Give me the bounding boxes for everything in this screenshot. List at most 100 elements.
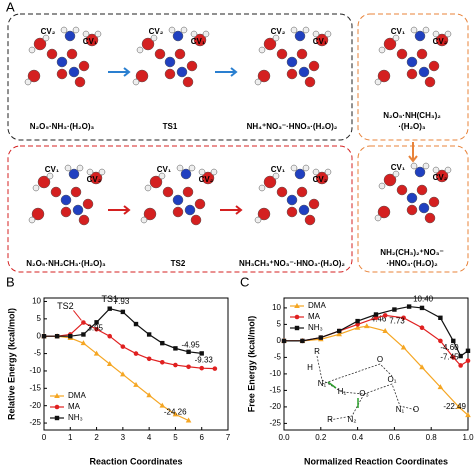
legend-label: NH₃ bbox=[308, 323, 323, 332]
y-tick-label: -15 bbox=[269, 386, 281, 395]
atom bbox=[263, 175, 277, 189]
atom bbox=[435, 33, 449, 47]
marker bbox=[300, 338, 305, 344]
atom bbox=[378, 46, 386, 54]
marker bbox=[159, 402, 166, 408]
marker bbox=[364, 323, 370, 329]
box-ma bbox=[7, 145, 353, 273]
atom bbox=[149, 175, 163, 189]
marker bbox=[419, 325, 425, 331]
atom bbox=[168, 26, 176, 34]
molecule bbox=[374, 26, 452, 88]
marker bbox=[133, 381, 139, 387]
atom bbox=[64, 164, 72, 172]
marker bbox=[406, 304, 412, 309]
marker bbox=[281, 338, 287, 344]
atom bbox=[377, 205, 391, 219]
marker bbox=[80, 340, 87, 346]
marker bbox=[354, 324, 361, 330]
atom bbox=[194, 198, 206, 210]
series-line bbox=[284, 325, 469, 416]
y-tick-label: 10 bbox=[32, 297, 41, 306]
marker bbox=[146, 356, 152, 362]
atom bbox=[416, 184, 428, 196]
atom bbox=[190, 30, 198, 38]
x-tick-label: 0.8 bbox=[426, 433, 438, 442]
peak-label: TS1 bbox=[101, 294, 118, 304]
structure-label: TS1 bbox=[163, 122, 178, 131]
atom bbox=[132, 78, 140, 86]
marker bbox=[185, 417, 192, 423]
atom bbox=[308, 198, 320, 210]
y-tick-label: 10 bbox=[272, 303, 281, 312]
marker bbox=[186, 364, 191, 370]
value-label: -4.95 bbox=[181, 341, 200, 350]
legend-label: MA bbox=[68, 402, 81, 411]
value-label: 10.40 bbox=[413, 295, 434, 304]
atom bbox=[37, 175, 51, 189]
atom bbox=[298, 66, 310, 78]
marker bbox=[107, 333, 113, 339]
inset-label: N₂ bbox=[348, 415, 357, 424]
structure-label: ·(H₂O)₃ bbox=[398, 122, 426, 131]
atom bbox=[324, 30, 332, 38]
marker bbox=[133, 321, 139, 327]
inset-label: O₁ bbox=[388, 375, 397, 384]
x-tick-label: 6 bbox=[199, 433, 204, 442]
box-nh3 bbox=[7, 13, 353, 141]
atom bbox=[172, 194, 184, 206]
atom bbox=[414, 30, 426, 42]
atom bbox=[294, 30, 306, 42]
atom bbox=[428, 60, 440, 72]
atom bbox=[416, 48, 428, 60]
marker bbox=[419, 305, 425, 311]
y-tick-label: -20 bbox=[29, 401, 41, 410]
legend-label: MA bbox=[308, 312, 321, 321]
marker bbox=[54, 404, 60, 410]
atom bbox=[410, 162, 418, 170]
value-label: -24.26 bbox=[164, 408, 187, 417]
atom bbox=[72, 204, 84, 216]
atom bbox=[418, 202, 430, 214]
atom bbox=[68, 66, 80, 78]
y-tick-label: -5 bbox=[34, 349, 42, 358]
atom bbox=[286, 68, 298, 80]
box-dma bbox=[357, 13, 469, 141]
atom bbox=[286, 206, 298, 218]
atom bbox=[294, 168, 306, 180]
atom bbox=[70, 186, 82, 198]
marker bbox=[54, 334, 60, 339]
atom bbox=[82, 198, 94, 210]
marker bbox=[146, 392, 152, 398]
cv-label: CV₁ bbox=[271, 165, 286, 174]
marker bbox=[172, 411, 179, 417]
atom bbox=[272, 34, 280, 42]
marker bbox=[294, 314, 300, 320]
atom bbox=[418, 66, 430, 78]
marker bbox=[355, 318, 360, 324]
atom bbox=[31, 207, 45, 221]
y-tick-label: -10 bbox=[269, 369, 281, 378]
cv-label: CV₂ bbox=[41, 27, 56, 36]
value-label: -9.33 bbox=[195, 356, 214, 365]
cv-label: CV₂ bbox=[87, 175, 102, 184]
y-tick-label: 0 bbox=[277, 336, 282, 345]
atom bbox=[396, 48, 408, 60]
marker bbox=[318, 335, 323, 340]
atom bbox=[424, 76, 436, 88]
x-tick-label: 5 bbox=[173, 433, 178, 442]
x-tick-label: 0.0 bbox=[278, 433, 290, 442]
structure-label: NH₃CH₃⁺NO₃⁻·HNO₃·(H₂O)₂ bbox=[239, 259, 345, 268]
cv-label: CV₂ bbox=[149, 27, 164, 36]
atom bbox=[176, 66, 188, 78]
marker bbox=[199, 365, 205, 371]
x-tick-label: 1.0 bbox=[462, 433, 474, 442]
atom bbox=[78, 214, 90, 226]
x-tick-label: 0.6 bbox=[389, 433, 401, 442]
marker bbox=[146, 332, 152, 337]
marker bbox=[107, 306, 112, 311]
x-tick-label: 4 bbox=[147, 433, 152, 442]
atom bbox=[254, 78, 262, 86]
panel-label: B bbox=[6, 274, 15, 289]
atom bbox=[201, 171, 215, 185]
